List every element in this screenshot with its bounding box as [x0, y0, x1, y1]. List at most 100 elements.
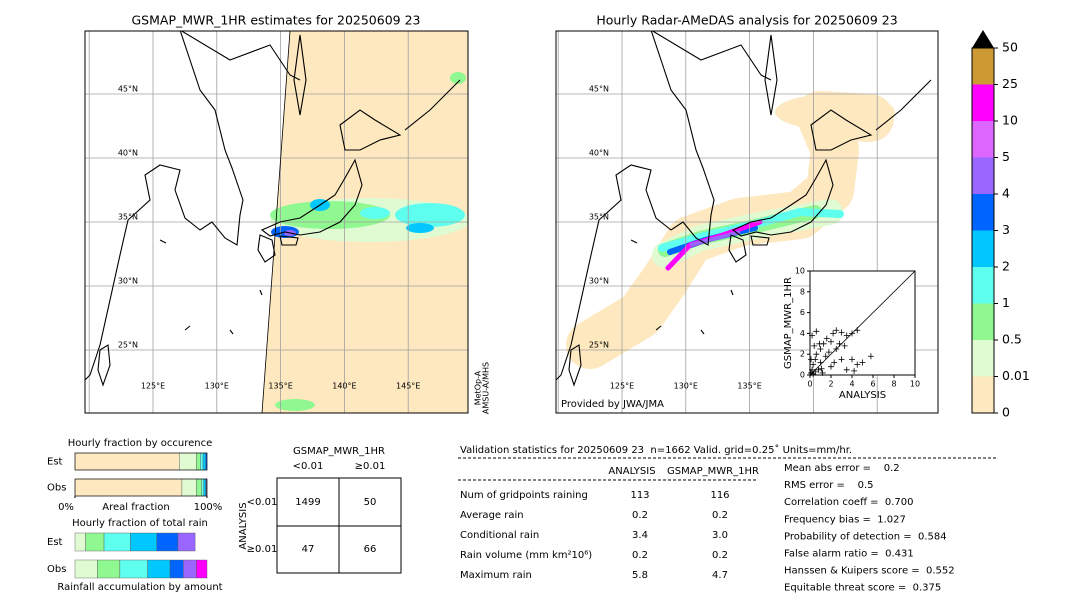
- score: Correlation coeff = 0.700: [784, 497, 914, 508]
- scatter-point: [836, 340, 843, 347]
- y-tick-label: 6: [800, 308, 805, 317]
- row-label: Rain volume (mm km²10⁶): [460, 550, 592, 561]
- colorbar-tick-label: 1: [1002, 295, 1010, 310]
- x-axis-label: ANALYSIS: [839, 390, 886, 401]
- lon-label: 130°E: [205, 382, 229, 391]
- bar-segment: [156, 532, 179, 552]
- scatter-point: [831, 359, 838, 366]
- lat-label: 45°N: [118, 85, 138, 94]
- map-left: [85, 31, 468, 413]
- colorbar-segment: [972, 230, 994, 267]
- diagonal: [809, 270, 916, 376]
- scatter-point: [810, 361, 817, 368]
- lon-label: 135°E: [737, 382, 761, 391]
- colorbar-segment: [972, 376, 994, 413]
- score: Equitable threat score = 0.375: [784, 583, 941, 594]
- lon-label: 135°E: [268, 382, 292, 391]
- x-tick-label: 2: [828, 380, 833, 389]
- colorbar-tick-label: 0.01: [1002, 368, 1030, 383]
- category-label: Obs: [47, 564, 66, 575]
- cell: 3.4: [632, 530, 648, 541]
- cell: 113: [630, 490, 649, 501]
- bar-segment: [181, 478, 197, 497]
- bar-segment: [200, 452, 204, 471]
- scatter-point: [859, 359, 866, 366]
- scatter-point: [823, 335, 830, 342]
- scatter-point: [818, 365, 825, 372]
- score: Frequency bias = 1.027: [784, 514, 906, 525]
- scatter-point: [811, 342, 818, 349]
- lon-label: 145°E: [396, 382, 420, 391]
- plots: 0 0.01 0.5 1 2 3 4 5 10 25 50 0 2 4 6 8 10 0 2 4 6 8 10 ANALYSI…: [47, 30, 1030, 593]
- lat-label: 45°N: [589, 85, 609, 94]
- scatter-point: [833, 327, 840, 334]
- colorbar-segment: [972, 340, 994, 377]
- score: Probability of detection = 0.584: [784, 531, 947, 542]
- bar-segment: [130, 532, 158, 552]
- bar-segment: [74, 532, 86, 552]
- colorbar-segment: [972, 48, 994, 85]
- bar-segment: [119, 559, 148, 579]
- scatter-point: [813, 351, 820, 358]
- bar-segment: [196, 452, 201, 471]
- sensor-label: AMSU-A/MHS: [482, 362, 491, 414]
- scatter-point: [838, 329, 845, 336]
- cell: 3.0: [712, 530, 728, 541]
- scatter-point: [854, 361, 861, 368]
- scatter-point: [833, 346, 840, 352]
- colorbar-tick-label: 0.5: [1002, 332, 1022, 347]
- colorbar-tick-label: 50: [1002, 40, 1018, 55]
- scatter-point: [816, 340, 823, 347]
- scatter-point: [825, 349, 832, 356]
- scatter-point: [849, 356, 855, 363]
- category-label: Est: [47, 457, 63, 468]
- bar-segment: [201, 478, 204, 497]
- row-label: Maximum rain: [460, 570, 532, 581]
- column-header: ANALYSIS: [608, 466, 655, 477]
- colorbar-tick-label: 5: [1002, 149, 1010, 164]
- colorbar-segment: [972, 267, 994, 304]
- lon-label: 130°E: [674, 382, 698, 391]
- bar-segment: [97, 559, 121, 579]
- cell: 4.7: [712, 570, 728, 581]
- map-frame: [555, 30, 939, 414]
- scatter-point: [809, 366, 816, 373]
- row-title: ANALYSIS: [238, 502, 249, 549]
- lat-label: 25°N: [589, 341, 609, 350]
- scatter-point: [843, 332, 850, 339]
- x-tick-label: 4: [849, 380, 854, 389]
- lon-label: 125°E: [610, 382, 634, 391]
- scatter-point: [813, 328, 820, 335]
- bar-segment: [169, 559, 184, 579]
- cell: 0.2: [712, 510, 728, 521]
- colorbar-tick-label: 2: [1002, 259, 1010, 274]
- lat-label: 35°N: [589, 213, 609, 222]
- column-header: GSMAP_MWR_1HR: [667, 466, 759, 477]
- colorbar-segment: [972, 84, 994, 121]
- lat-label: 25°N: [118, 341, 138, 350]
- scatter-point: [808, 356, 815, 363]
- y-tick-label: 10: [795, 267, 805, 276]
- bar-segment: [196, 478, 202, 497]
- lon-label: 125°E: [141, 382, 165, 391]
- row-header: <0.01: [247, 497, 278, 508]
- score: False alarm ratio = 0.431: [784, 549, 914, 560]
- scatter-point: [841, 342, 848, 349]
- y-tick-label: 2: [800, 350, 805, 359]
- bar-frame: [74, 452, 208, 471]
- x-tick-label: 100%: [194, 502, 223, 513]
- x-tick-label: 10: [910, 380, 920, 389]
- score: Mean abs error = 0.2: [784, 463, 900, 474]
- scatter-point: [815, 366, 822, 373]
- bar-segment: [196, 559, 208, 579]
- scatter-point: [849, 330, 855, 337]
- lat-label: 40°N: [589, 149, 609, 158]
- scatter-point: [838, 356, 845, 363]
- x-axis-label: Areal fraction: [102, 502, 169, 513]
- x-tick-label: 0: [807, 380, 812, 389]
- colorbar-tick-label: 4: [1002, 186, 1010, 201]
- row-label: Conditional rain: [460, 530, 539, 541]
- column-header: <0.01: [293, 461, 324, 472]
- y-tick-label: 0: [800, 371, 805, 380]
- scatter-point: [867, 353, 874, 360]
